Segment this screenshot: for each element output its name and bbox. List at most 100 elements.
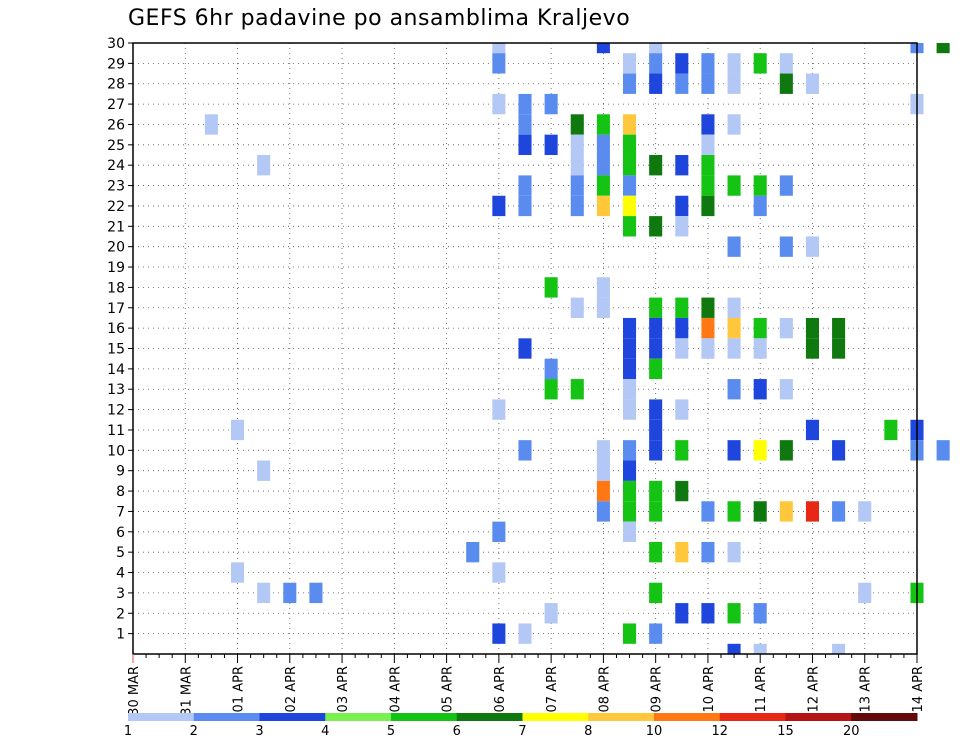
- heatmap-cell: [779, 73, 793, 94]
- legend-label: 4: [321, 724, 329, 739]
- heatmap-cell: [518, 338, 532, 359]
- heatmap-cell: [727, 541, 741, 563]
- heatmap-cell: [544, 358, 558, 380]
- heatmap-cell: [204, 114, 218, 135]
- heatmap-cell: [727, 236, 741, 257]
- y-tick-label: 18: [107, 280, 125, 296]
- heatmap-cell: [884, 419, 898, 441]
- heatmap-cell: [675, 155, 689, 176]
- heatmap-cell: [649, 73, 663, 94]
- heatmap-cell: [231, 562, 245, 583]
- heatmap-cell: [779, 440, 793, 461]
- heatmap-cell: [701, 297, 715, 318]
- heatmap-cell: [623, 338, 637, 359]
- heatmap-cell: [936, 43, 950, 54]
- y-tick-label: 1: [116, 627, 125, 643]
- y-tick-label: 4: [116, 566, 125, 582]
- legend-label: 3: [255, 724, 263, 739]
- heatmap-cell: [675, 73, 689, 94]
- heatmap-cell: [623, 480, 637, 502]
- y-tick-label: 28: [107, 77, 125, 93]
- legend-label: 2: [190, 724, 198, 739]
- heatmap-cell: [596, 195, 610, 217]
- heatmap-cell: [832, 501, 846, 522]
- x-tick-label: 14 APR: [911, 666, 926, 712]
- heatmap-cell: [727, 379, 741, 400]
- y-tick-label: 14: [107, 362, 125, 378]
- y-tick-label: 15: [107, 342, 125, 358]
- y-tick-label: 25: [107, 138, 125, 154]
- x-tick-label: 02 APR: [284, 666, 299, 712]
- y-tick-label: 20: [107, 240, 125, 256]
- heatmap-cell: [779, 53, 793, 74]
- heatmap-cell: [649, 399, 663, 420]
- y-tick-label: 7: [116, 504, 125, 520]
- heatmap-cell: [518, 195, 532, 217]
- heatmap-cell: [727, 114, 741, 135]
- heatmap-cell: [649, 480, 663, 502]
- heatmap-cell: [701, 175, 715, 196]
- y-tick-label: 24: [107, 158, 125, 174]
- heatmap-cell: [753, 440, 767, 461]
- heatmap-cell: [753, 175, 767, 196]
- heatmap-cell: [596, 43, 610, 54]
- heatmap-cell: [596, 440, 610, 461]
- y-tick-label: 29: [107, 56, 125, 72]
- heatmap-cell: [753, 603, 767, 624]
- y-tick-label: 26: [107, 117, 125, 133]
- legend-label: 15: [777, 724, 794, 739]
- heatmap-cell: [753, 317, 767, 339]
- heatmap-cell: [805, 73, 819, 94]
- y-axis: 1234567891011121314151617181920212223242…: [107, 36, 133, 643]
- heatmap-cell: [570, 134, 584, 156]
- heatmap-cell: [492, 521, 506, 542]
- y-tick-label: 9: [116, 464, 125, 480]
- heatmap-cell: [623, 399, 637, 420]
- heatmap-cell: [570, 195, 584, 217]
- heatmap-cell: [675, 216, 689, 237]
- heatmap-cell: [570, 155, 584, 176]
- heatmap-cell: [701, 338, 715, 359]
- y-tick-label: 27: [107, 97, 125, 113]
- heatmap-cell: [701, 541, 715, 563]
- heatmap-cell: [544, 277, 558, 298]
- x-tick-label: 12 APR: [806, 666, 821, 712]
- legend-label: 10: [646, 724, 663, 739]
- heatmap-cell: [257, 460, 271, 481]
- heatmap-cell: [623, 460, 637, 481]
- heatmap-cell: [623, 521, 637, 542]
- heatmap-cell: [753, 643, 767, 654]
- heatmap-cell: [544, 134, 558, 156]
- heatmap-cell: [675, 480, 689, 502]
- heatmap-cell: [649, 155, 663, 176]
- y-tick-label: 19: [107, 260, 125, 276]
- y-tick-label: 21: [107, 219, 125, 235]
- legend-label: 1: [124, 724, 132, 739]
- y-tick-label: 2: [116, 606, 125, 622]
- heatmap-cell: [596, 501, 610, 522]
- heatmap-cell: [596, 480, 610, 502]
- heatmap-cell: [623, 501, 637, 522]
- heatmap-cell: [727, 175, 741, 196]
- x-tick-label: 03 APR: [336, 666, 351, 712]
- heatmap-cells: [204, 43, 950, 654]
- heatmap-cell: [727, 501, 741, 522]
- heatmap-cell: [727, 338, 741, 359]
- heatmap-cell: [832, 338, 846, 359]
- heatmap-cell: [649, 338, 663, 359]
- x-tick-label: 30 MAR: [127, 666, 142, 716]
- heatmap-cell: [779, 236, 793, 257]
- heatmap-cell: [623, 175, 637, 196]
- heatmap-cell: [518, 134, 532, 156]
- heatmap-cell: [596, 134, 610, 156]
- heatmap-cell: [257, 582, 271, 604]
- heatmap-cell: [623, 623, 637, 644]
- x-tick-label: 08 APR: [597, 666, 612, 712]
- heatmap-cell: [753, 53, 767, 74]
- legend-swatch: [654, 713, 721, 721]
- y-tick-label: 13: [107, 382, 125, 398]
- heatmap-cell: [649, 297, 663, 318]
- heatmap-cell: [675, 338, 689, 359]
- heatmap-cell: [596, 155, 610, 176]
